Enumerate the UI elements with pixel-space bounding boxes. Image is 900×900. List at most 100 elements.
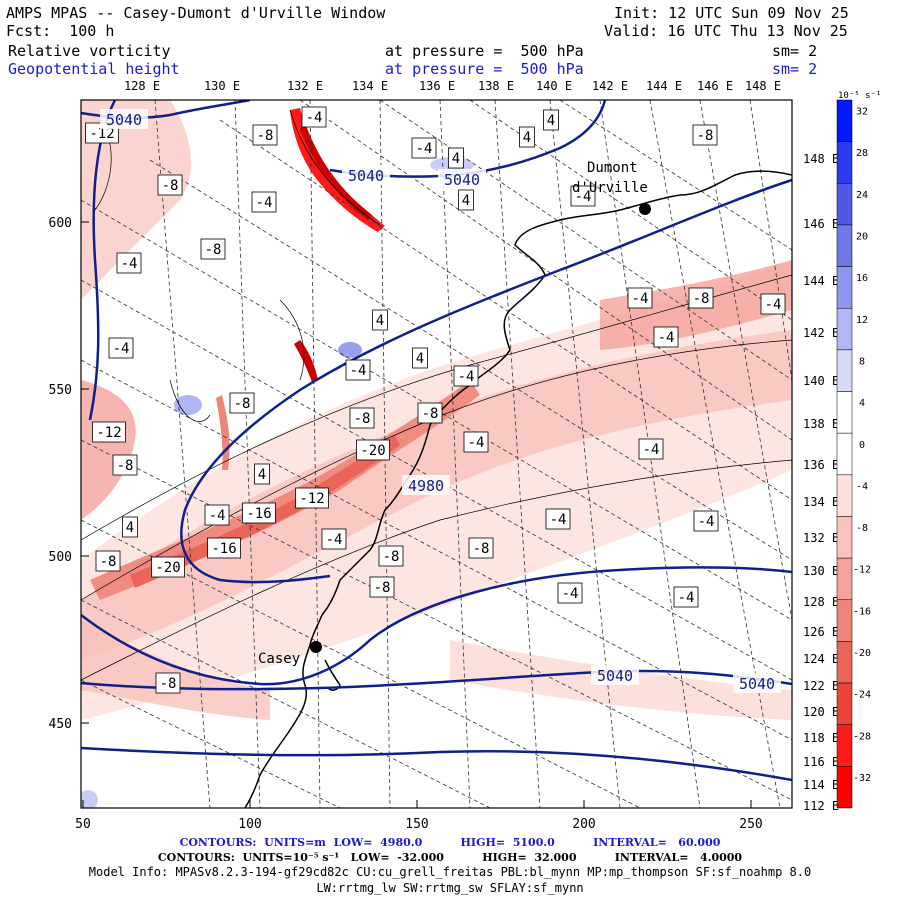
top-lon-label: 144 E bbox=[646, 79, 682, 93]
x-tick-label: 250 bbox=[739, 817, 762, 832]
svg-text:-16: -16 bbox=[211, 541, 236, 557]
station-label-casey: Casey bbox=[258, 651, 300, 667]
height-label: 5040 bbox=[591, 665, 639, 685]
vorticity-label: 4 bbox=[458, 189, 474, 211]
colorbar-tick-label: 20 bbox=[856, 232, 868, 243]
right-lon-label: 126 E bbox=[803, 625, 839, 639]
svg-text:-8: -8 bbox=[422, 406, 439, 422]
field1-smooth: sm= 2 bbox=[772, 42, 818, 60]
vorticity-label: -4 bbox=[463, 431, 489, 453]
svg-text:-8: -8 bbox=[117, 458, 134, 474]
svg-text:-8: -8 bbox=[257, 128, 274, 144]
top-lon-label: 134 E bbox=[352, 79, 388, 93]
top-lon-label: 146 E bbox=[697, 79, 733, 93]
svg-text:-4: -4 bbox=[306, 110, 323, 126]
colorbar-swatch bbox=[836, 724, 853, 767]
svg-text:-8: -8 bbox=[374, 580, 391, 596]
colorbar-tick-label: -16 bbox=[853, 606, 871, 617]
station-label-dumont-2: d'Urville bbox=[572, 180, 648, 196]
height-labels: 5040 5040 5040 5040 4980 5040 bbox=[100, 109, 781, 693]
vorticity-label: 4 bbox=[122, 516, 138, 538]
svg-text:-4: -4 bbox=[765, 297, 782, 313]
map-frame bbox=[80, 99, 793, 809]
x-axis: 50 100 150 200 250 bbox=[75, 800, 763, 832]
svg-text:5040: 5040 bbox=[348, 167, 384, 185]
vorticity-label: -4 bbox=[108, 337, 134, 359]
height-label: 5040 bbox=[733, 673, 781, 693]
right-lon-label: 114 E bbox=[803, 778, 839, 792]
station-label-dumont-1: Dumont bbox=[587, 160, 638, 176]
colorbar-swatch bbox=[836, 183, 853, 226]
vorticity-label: -4 bbox=[345, 359, 371, 381]
colorbar-tick-label: 24 bbox=[856, 190, 868, 201]
right-lon-label: 128 E bbox=[803, 595, 839, 609]
colorbar-tick-label: -32 bbox=[853, 773, 871, 784]
right-lon-label: 124 E bbox=[803, 652, 839, 666]
top-lon-label: 128 E bbox=[124, 79, 160, 93]
svg-text:4: 4 bbox=[258, 467, 266, 483]
vorticity-label: -20 bbox=[356, 439, 390, 461]
right-lon-label: 132 E bbox=[803, 531, 839, 545]
plot-title: AMPS MPAS -- Casey-Dumont d'Urville Wind… bbox=[6, 4, 386, 22]
vorticity-label: -20 bbox=[151, 556, 185, 578]
right-lon-label: 116 E bbox=[803, 755, 839, 769]
height-label: 5040 bbox=[100, 109, 148, 129]
colorbar-swatch bbox=[836, 432, 853, 476]
x-tick-label: 150 bbox=[405, 817, 428, 832]
station-marker-casey bbox=[310, 641, 322, 653]
svg-text:-4: -4 bbox=[468, 435, 485, 451]
svg-text:-4: -4 bbox=[416, 141, 433, 157]
right-lon-label: 148 E bbox=[803, 152, 839, 166]
y-tick-label: 600 bbox=[49, 216, 72, 231]
right-longitude-labels: 148 E 146 E 144 E 142 E 140 E 138 E 136 E 134 E… bbox=[803, 152, 839, 813]
vorticity-label: -8 bbox=[200, 238, 226, 260]
svg-text:4: 4 bbox=[376, 313, 384, 329]
vorticity-label: -4 bbox=[638, 438, 664, 460]
height-label: 4980 bbox=[402, 475, 450, 495]
vorticity-label: -4 bbox=[557, 582, 583, 604]
vorticity-label: -8 bbox=[688, 287, 714, 309]
top-longitude-labels: 128 E 130 E 132 E 134 E 136 E 138 E 140 E 142 E… bbox=[124, 79, 781, 93]
top-lon-label: 130 E bbox=[204, 79, 240, 93]
svg-text:5040: 5040 bbox=[597, 667, 633, 685]
vorticity-label: -4 bbox=[321, 528, 347, 550]
colorbar-swatch bbox=[836, 349, 853, 392]
svg-text:-12: -12 bbox=[299, 491, 324, 507]
svg-text:-4: -4 bbox=[350, 363, 367, 379]
colorbar-tick-label: -4 bbox=[856, 481, 868, 492]
svg-text:5040: 5040 bbox=[444, 171, 480, 189]
vorticity-label: -12 bbox=[92, 421, 126, 443]
x-tick-label: 100 bbox=[238, 817, 261, 832]
svg-text:-8: -8 bbox=[693, 291, 710, 307]
right-lon-label: 146 E bbox=[803, 217, 839, 231]
svg-text:-4: -4 bbox=[562, 586, 579, 602]
footer-vorticity-contours: CONTOURS: UNITS=10⁻⁵ s⁻¹ LOW= -32.000 HI… bbox=[157, 851, 743, 864]
svg-text:-4: -4 bbox=[121, 256, 138, 272]
vorticity-label: -8 bbox=[157, 174, 183, 196]
vorticity-label: -4 bbox=[411, 137, 437, 159]
field2-name: Geopotential height bbox=[8, 60, 180, 78]
svg-text:-8: -8 bbox=[205, 242, 222, 258]
colorbar-unit: 10⁻⁵ s⁻¹ bbox=[838, 91, 881, 101]
svg-text:4: 4 bbox=[416, 351, 424, 367]
field1-name: Relative vorticity bbox=[8, 42, 171, 60]
footer-model-info-2: LW:rrtmg_lw SW:rrtmg_sw SFLAY:sf_mynn bbox=[316, 881, 584, 895]
vorticity-label: -8 bbox=[378, 545, 404, 567]
vorticity-label: -8 bbox=[417, 402, 443, 424]
svg-text:-4: -4 bbox=[678, 590, 695, 606]
valid-time: Valid: 16 UTC Thu 13 Nov 25 bbox=[604, 22, 848, 40]
vorticity-label: -8 bbox=[229, 392, 255, 414]
vorticity-label: -8 bbox=[349, 407, 375, 429]
y-tick-label: 450 bbox=[49, 717, 72, 732]
svg-text:-4: -4 bbox=[209, 508, 226, 524]
colorbar-swatch bbox=[836, 307, 853, 351]
colorbar-swatch bbox=[836, 266, 853, 309]
colorbar-swatch bbox=[836, 474, 853, 517]
colorbar-tick-label: 28 bbox=[856, 148, 868, 159]
svg-text:-8: -8 bbox=[160, 676, 177, 692]
right-lon-label: 144 E bbox=[803, 274, 839, 288]
colorbar-tick-label: 12 bbox=[856, 315, 868, 326]
vorticity-label: -4 bbox=[693, 510, 719, 532]
top-lon-label: 142 E bbox=[592, 79, 628, 93]
